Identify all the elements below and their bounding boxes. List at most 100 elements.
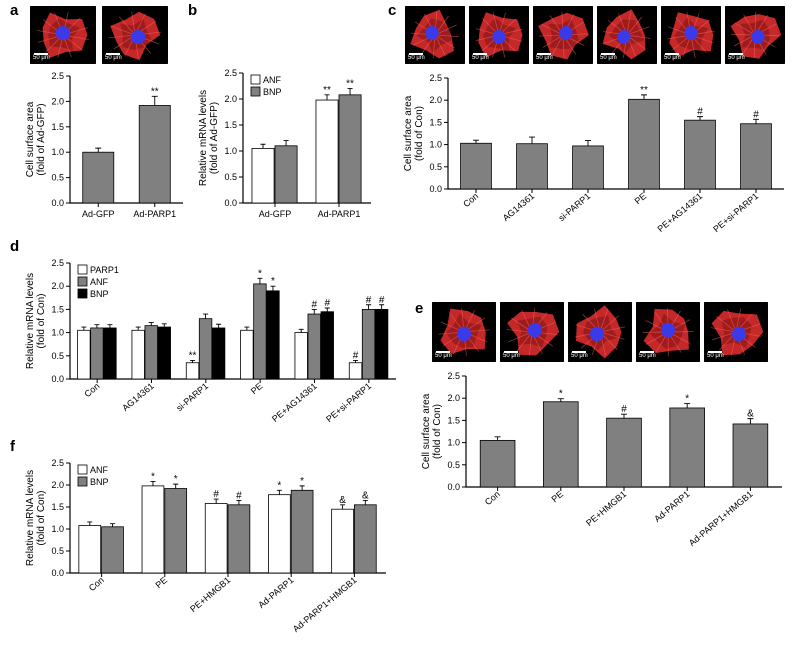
chart-a: 0.0 0.5 1.0 1.5 2.0 2.5 Cell surface area(fold… <box>22 70 187 228</box>
svg-text:PE+HMGB1: PE+HMGB1 <box>188 575 232 614</box>
svg-text:**: ** <box>323 85 331 96</box>
svg-text:Ad-PARP1+HMGB1: Ad-PARP1+HMGB1 <box>291 575 359 634</box>
svg-text:**: ** <box>640 85 648 96</box>
svg-text:**: ** <box>151 86 159 97</box>
svg-text:BNP: BNP <box>90 477 109 487</box>
svg-text:0.5: 0.5 <box>224 172 237 182</box>
svg-text:Ad-PARP1+HMGB1: Ad-PARP1+HMGB1 <box>687 489 755 548</box>
svg-text:2.0: 2.0 <box>51 281 64 291</box>
svg-text:*: * <box>271 276 275 287</box>
svg-text:*: * <box>559 389 563 400</box>
svg-text:Con: Con <box>483 489 502 507</box>
svg-text:Ad-PARP1: Ad-PARP1 <box>652 489 691 524</box>
svg-text:1.5: 1.5 <box>51 502 64 512</box>
svg-text:PE+AG14361: PE+AG14361 <box>655 191 704 234</box>
chart-f: 0.0 0.5 1.0 1.5 2.0 2.5 Relative mRNA levels(f… <box>22 455 392 658</box>
svg-text:*: * <box>174 474 178 485</box>
svg-text:*: * <box>258 268 262 279</box>
svg-text:&: & <box>362 490 369 501</box>
svg-text:Cell surface area(fold of Con): Cell surface area(fold of Con) <box>421 393 443 469</box>
svg-text:1.5: 1.5 <box>51 304 64 314</box>
svg-text:0.0: 0.0 <box>429 184 442 194</box>
panel-label-f: f <box>10 438 15 455</box>
svg-text:Relative mRNA levels(fold of C: Relative mRNA levels(fold of Con) <box>25 273 47 369</box>
svg-text:Ad-PARP1: Ad-PARP1 <box>133 209 176 219</box>
svg-text:&: & <box>339 495 346 506</box>
svg-text:&: & <box>747 409 754 420</box>
svg-text:0.0: 0.0 <box>447 482 460 492</box>
svg-text:Con: Con <box>461 191 480 209</box>
svg-text:2.0: 2.0 <box>429 95 442 105</box>
panel-e-images: 50 μm50 μm50 μm50 μm50 μm <box>432 302 768 362</box>
svg-text:si-PARP1: si-PARP1 <box>174 381 210 413</box>
svg-text:1.5: 1.5 <box>429 117 442 127</box>
svg-text:si-PARP1: si-PARP1 <box>556 191 592 223</box>
svg-text:2.5: 2.5 <box>224 68 237 78</box>
svg-text:ANF: ANF <box>90 465 109 475</box>
svg-text:#: # <box>366 295 372 306</box>
svg-text:#: # <box>311 299 317 310</box>
svg-text:0.5: 0.5 <box>429 162 442 172</box>
svg-text:Con: Con <box>87 575 106 593</box>
svg-text:*: * <box>151 471 155 482</box>
svg-text:**: ** <box>189 350 197 361</box>
svg-text:AG14361: AG14361 <box>501 191 537 223</box>
svg-text:0.5: 0.5 <box>51 173 64 183</box>
svg-text:**: ** <box>346 79 354 90</box>
svg-text:1.5: 1.5 <box>51 122 64 132</box>
svg-text:1.0: 1.0 <box>429 140 442 150</box>
svg-text:Cell surface area(fold of Ad-G: Cell surface area(fold of Ad-GFP) <box>25 101 47 177</box>
svg-text:2.5: 2.5 <box>51 458 64 468</box>
panel-label-a: a <box>10 2 18 19</box>
svg-text:1.0: 1.0 <box>51 524 64 534</box>
svg-text:2.0: 2.0 <box>51 96 64 106</box>
svg-text:0.5: 0.5 <box>447 460 460 470</box>
svg-text:PARP1: PARP1 <box>90 265 119 275</box>
svg-text:0.0: 0.0 <box>51 374 64 384</box>
svg-text:PE+si-PARP1: PE+si-PARP1 <box>711 191 760 234</box>
svg-text:AG14361: AG14361 <box>120 381 156 413</box>
svg-text:0.5: 0.5 <box>51 351 64 361</box>
svg-text:2.5: 2.5 <box>429 73 442 83</box>
svg-text:0.5: 0.5 <box>51 546 64 556</box>
svg-text:1.0: 1.0 <box>51 147 64 157</box>
svg-text:PE: PE <box>633 191 649 206</box>
svg-text:PE+HMGB1: PE+HMGB1 <box>584 489 628 528</box>
svg-text:#: # <box>753 109 759 120</box>
svg-text:#: # <box>353 350 359 361</box>
svg-text:ANF: ANF <box>263 75 282 85</box>
svg-text:Ad-GFP: Ad-GFP <box>259 209 292 219</box>
svg-text:PE+si-PARP1: PE+si-PARP1 <box>324 381 373 424</box>
svg-text:2.0: 2.0 <box>447 393 460 403</box>
svg-text:#: # <box>213 489 219 500</box>
panel-label-e: e <box>415 300 423 317</box>
panel-label-b: b <box>188 2 197 19</box>
svg-text:Ad-GFP: Ad-GFP <box>82 209 115 219</box>
svg-text:Ad-PARP1: Ad-PARP1 <box>318 209 361 219</box>
chart-c: 0.0 0.5 1.0 1.5 2.0 2.5 Cell surface area(fold… <box>400 72 790 250</box>
svg-text:#: # <box>236 490 242 501</box>
svg-text:1.0: 1.0 <box>447 438 460 448</box>
panel-label-d: d <box>10 238 19 255</box>
panel-label-c: c <box>388 2 396 19</box>
svg-text:2.0: 2.0 <box>51 480 64 490</box>
svg-text:0.0: 0.0 <box>51 568 64 578</box>
svg-text:Relative mRNA levels(fold of C: Relative mRNA levels(fold of Con) <box>25 470 47 566</box>
svg-text:2.5: 2.5 <box>51 258 64 268</box>
svg-text:#: # <box>621 404 627 415</box>
svg-text:1.0: 1.0 <box>224 146 237 156</box>
svg-text:Relative mRNA levels(fold of A: Relative mRNA levels(fold of Ad-GFP) <box>198 90 220 186</box>
svg-text:ANF: ANF <box>90 277 109 287</box>
chart-d: 0.0 0.5 1.0 1.5 2.0 2.5 Relative mRNA levels(f… <box>22 255 402 440</box>
svg-text:#: # <box>379 295 385 306</box>
svg-text:2.5: 2.5 <box>51 71 64 81</box>
svg-text:2.5: 2.5 <box>447 371 460 381</box>
svg-text:1.0: 1.0 <box>51 328 64 338</box>
chart-e: 0.00.51.01.52.02.5Cell surface area(fold… <box>418 370 788 568</box>
svg-text:2.0: 2.0 <box>224 94 237 104</box>
svg-text:Cell surface area(fold of Con): Cell surface area(fold of Con) <box>403 95 425 171</box>
svg-text:0.0: 0.0 <box>51 198 64 208</box>
panel-c-images: 50 μm50 μm50 μm50 μm50 μm50 μm <box>405 6 785 64</box>
chart-b: 0.00.51.01.52.02.5Relative mRNA levels(f… <box>195 25 375 228</box>
svg-text:*: * <box>300 476 304 487</box>
